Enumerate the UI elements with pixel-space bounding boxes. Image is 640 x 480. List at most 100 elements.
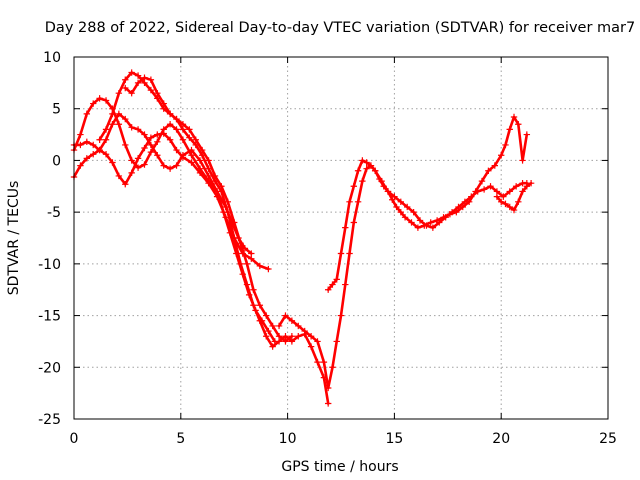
data-point [265, 327, 272, 335]
data-point [333, 276, 340, 283]
data-point [250, 302, 257, 309]
data-point [186, 134, 193, 141]
x-tick-label: 10 [279, 431, 297, 447]
data-point [502, 200, 509, 208]
data-point [173, 115, 180, 123]
data-point [350, 219, 358, 226]
data-point [465, 198, 473, 205]
data-point [440, 214, 447, 221]
plot-frame [73, 56, 609, 420]
series-trace [72, 97, 253, 255]
data-layer [70, 69, 535, 407]
x-tick-label: 15 [385, 431, 403, 447]
data-point [179, 121, 187, 128]
data-point [83, 110, 91, 118]
data-point [354, 167, 362, 174]
data-point [250, 286, 257, 293]
data-point [256, 302, 264, 309]
data-point [196, 157, 204, 164]
data-point [154, 152, 161, 159]
data-point [433, 217, 441, 224]
data-point [109, 121, 116, 128]
data-point [141, 161, 148, 168]
data-point [359, 157, 366, 164]
data-point [160, 100, 167, 107]
data-point [166, 121, 174, 128]
x-tick-label: 5 [176, 431, 185, 447]
data-point [205, 172, 212, 180]
data-point [393, 203, 400, 211]
data-point [346, 250, 353, 257]
data-point [147, 76, 155, 83]
data-point [263, 312, 270, 319]
data-point [408, 219, 415, 226]
data-point [102, 126, 110, 133]
data-point [102, 97, 110, 104]
data-point [502, 141, 509, 149]
data-point [128, 124, 135, 131]
data-point [519, 188, 526, 195]
data-point [141, 131, 148, 138]
y-tick-label: -20 [38, 360, 61, 376]
data-point [389, 196, 396, 203]
data-point [371, 167, 379, 174]
data-point [115, 110, 123, 118]
data-point [122, 141, 129, 149]
data-point [320, 358, 328, 366]
x-tick-label: 20 [492, 431, 510, 447]
data-point [363, 159, 370, 166]
data-point [453, 208, 460, 216]
data-point [401, 214, 409, 221]
data-point [307, 343, 315, 350]
series-3 [96, 69, 332, 407]
series-trace [277, 164, 529, 390]
data-point [329, 364, 336, 371]
data-point [282, 338, 289, 345]
data-point [128, 69, 135, 76]
data-point [134, 164, 142, 171]
series-trace [98, 71, 330, 405]
data-point [173, 146, 180, 154]
data-point [134, 79, 142, 87]
data-point [498, 152, 505, 159]
data-point [141, 74, 148, 81]
data-point [237, 260, 244, 268]
data-point [414, 224, 422, 231]
data-point [491, 162, 498, 169]
data-point [166, 165, 174, 172]
data-point [77, 131, 84, 138]
data-point [337, 312, 345, 319]
data-point [115, 172, 123, 180]
data-point [350, 183, 358, 190]
x-axis-label: GPS time / hours [281, 459, 398, 475]
data-point [122, 115, 129, 123]
data-point [416, 217, 424, 224]
y-axis-label: SDTVAR / TECUs [6, 181, 22, 296]
data-point [510, 206, 518, 214]
data-point [205, 157, 212, 164]
series-6 [324, 113, 531, 293]
data-point [147, 134, 155, 141]
data-point [122, 84, 129, 92]
data-point [523, 131, 531, 138]
data-point [248, 250, 255, 257]
data-point [90, 100, 97, 107]
data-point [128, 157, 135, 164]
data-point [359, 177, 366, 185]
data-point [487, 183, 494, 190]
data-point [115, 90, 123, 97]
data-point [96, 136, 103, 143]
data-point [295, 333, 302, 340]
data-point [337, 250, 345, 257]
data-point [102, 136, 110, 143]
data-point [122, 76, 129, 83]
y-tick-label: -10 [38, 257, 61, 273]
data-point [243, 260, 251, 268]
data-point [77, 141, 84, 149]
data-point [109, 110, 116, 118]
data-point [307, 333, 315, 340]
data-point [367, 162, 375, 169]
data-point [90, 141, 97, 149]
data-point [329, 281, 336, 288]
